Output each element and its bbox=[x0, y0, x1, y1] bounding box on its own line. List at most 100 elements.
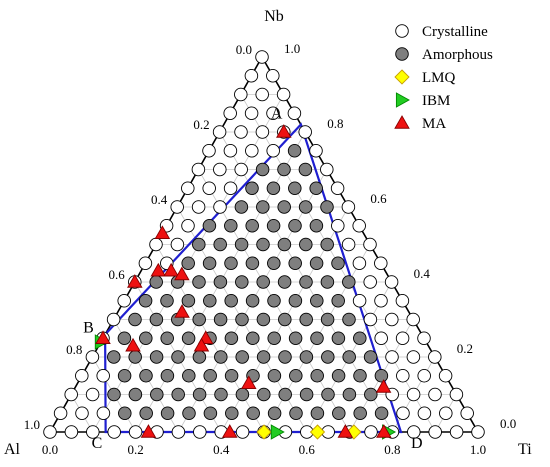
crystalline-point bbox=[363, 237, 377, 252]
amorphous-point bbox=[267, 406, 282, 421]
crystalline-point bbox=[213, 200, 227, 214]
crystalline-point bbox=[106, 312, 121, 327]
amorphous-point bbox=[353, 331, 367, 346]
tick-label-nb: 0.4 bbox=[151, 192, 168, 207]
crystalline-point bbox=[428, 350, 442, 364]
amorphous-point bbox=[374, 369, 389, 383]
amorphous-point bbox=[224, 331, 239, 346]
crystalline-point bbox=[309, 143, 323, 158]
crystalline-point bbox=[352, 256, 367, 271]
amorphous-point bbox=[181, 331, 196, 346]
ma-point bbox=[276, 124, 292, 138]
amorphous-point bbox=[320, 275, 335, 289]
amorphous-point bbox=[213, 275, 228, 289]
crystalline-point bbox=[244, 106, 259, 120]
amorphous-point bbox=[331, 331, 346, 346]
boundary-vertex-labels: A B C D bbox=[83, 106, 422, 453]
amorphous-point bbox=[278, 312, 292, 327]
tick-label-ti: 0.0 bbox=[500, 416, 516, 431]
crystalline-point bbox=[438, 369, 453, 383]
legend-marker-lmq bbox=[394, 69, 410, 85]
amorphous-point bbox=[192, 237, 206, 252]
amorphous-point bbox=[256, 350, 271, 364]
tick-labels: 0.0 0.2 0.4 0.6 0.8 1.0 1.0 0.8 0.6 0.4 0.2 0.0 0.0 0… bbox=[24, 41, 517, 457]
crystalline-point bbox=[276, 87, 291, 102]
amorphous-point bbox=[309, 256, 324, 271]
amorphous-point bbox=[267, 294, 281, 308]
amorphous-point bbox=[255, 162, 270, 177]
amorphous-point bbox=[235, 312, 249, 327]
crystalline-point bbox=[341, 200, 356, 214]
tick-label-nb: 0.6 bbox=[109, 267, 126, 282]
amorphous-point bbox=[278, 350, 292, 364]
amorphous-point bbox=[288, 294, 303, 308]
amorphous-point bbox=[331, 256, 345, 271]
tick-label-ti: 0.4 bbox=[414, 266, 431, 281]
tick-label-ti: 1.0 bbox=[284, 41, 300, 56]
amorphous-point bbox=[289, 406, 303, 421]
vertex-label-b: B bbox=[83, 320, 94, 337]
amorphous-point bbox=[299, 387, 314, 402]
crystalline-point bbox=[96, 369, 110, 383]
ma-point bbox=[174, 266, 190, 281]
amorphous-point bbox=[332, 406, 346, 421]
legend-marker-crystalline bbox=[395, 24, 409, 38]
legend-item: MA bbox=[394, 115, 446, 132]
amorphous-point bbox=[235, 275, 249, 289]
legend-label: IBM bbox=[422, 93, 450, 109]
legend-item: LMQ bbox=[394, 69, 456, 86]
tick-label-al: 0.8 bbox=[384, 442, 400, 457]
amorphous-point bbox=[118, 406, 132, 421]
crystalline-point bbox=[202, 181, 216, 195]
crystalline-point bbox=[352, 218, 366, 233]
amorphous-point bbox=[267, 331, 281, 346]
tick-label-nb: 1.0 bbox=[24, 417, 40, 432]
crystalline-point bbox=[191, 162, 206, 177]
amorphous-point bbox=[214, 350, 228, 364]
crystalline-point bbox=[170, 200, 184, 214]
amorphous-point bbox=[139, 331, 153, 346]
tick-label-al: 1.0 bbox=[470, 442, 486, 457]
amorphous-point bbox=[139, 406, 153, 421]
amorphous-point bbox=[182, 369, 196, 383]
amorphous-point bbox=[298, 162, 313, 177]
crystalline-point bbox=[384, 275, 399, 289]
amorphous-point bbox=[128, 312, 142, 327]
amorphous-point bbox=[257, 387, 271, 402]
crystalline-point bbox=[395, 294, 410, 308]
amorphous-point bbox=[160, 331, 174, 346]
crystalline-point bbox=[223, 143, 238, 158]
crystalline-point bbox=[352, 294, 367, 308]
axis-label-nb: Nb bbox=[264, 8, 284, 25]
crystalline-point bbox=[385, 350, 399, 364]
amorphous-point bbox=[235, 387, 250, 402]
ma-point bbox=[150, 262, 167, 277]
ma-point bbox=[140, 424, 157, 438]
amorphous-point bbox=[117, 369, 132, 383]
crystalline-point bbox=[428, 425, 442, 439]
crystalline-point bbox=[428, 387, 442, 402]
ibm-point bbox=[270, 424, 285, 440]
amorphous-point bbox=[310, 369, 324, 383]
amorphous-point bbox=[245, 294, 260, 308]
crystalline-point bbox=[191, 200, 206, 214]
amorphous-point bbox=[171, 350, 185, 364]
crystalline-point bbox=[298, 125, 312, 139]
crystalline-point bbox=[117, 294, 131, 308]
amorphous-point bbox=[266, 218, 281, 233]
amorphous-point bbox=[139, 369, 153, 383]
amorphous-point bbox=[107, 350, 121, 364]
tick-label-nb: 0.0 bbox=[236, 42, 252, 57]
legend-item: IBM bbox=[395, 92, 450, 109]
tick-label-ti: 0.2 bbox=[457, 341, 473, 356]
amorphous-point bbox=[224, 256, 238, 271]
amorphous-point bbox=[192, 350, 207, 364]
crystalline-point bbox=[374, 294, 388, 308]
amorphous-point bbox=[202, 218, 217, 233]
amorphous-point bbox=[331, 369, 346, 383]
amorphous-point bbox=[150, 387, 164, 402]
amorphous-point bbox=[245, 256, 260, 271]
amorphous-point bbox=[256, 200, 270, 214]
amorphous-point bbox=[288, 218, 302, 233]
